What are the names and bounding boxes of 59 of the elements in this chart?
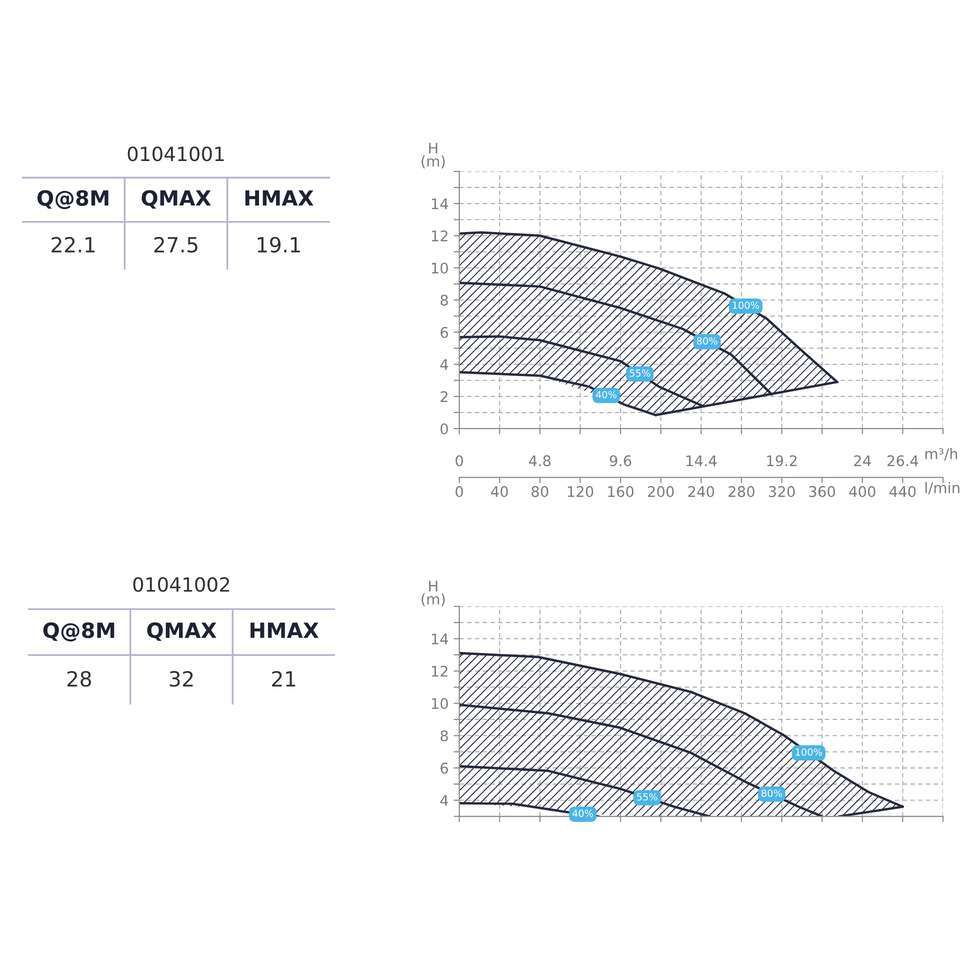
data-label: 32: [170, 670, 193, 687]
y-axis-title: H (m): [422, 580, 445, 606]
y-tick-label: 8: [440, 294, 448, 306]
x-tick-label: 0: [456, 455, 463, 466]
y-axis-title: H (m): [422, 142, 445, 168]
category-label: Q@8M: [37, 190, 108, 210]
x2-tick-label: 400: [849, 486, 876, 498]
data-label: 22.1: [52, 236, 95, 252]
series-label: 40%: [572, 810, 594, 818]
x2-tick-label: 120: [568, 486, 594, 498]
x-tick-label: 24: [854, 455, 871, 466]
series-label: 40%: [596, 390, 617, 398]
x2-tick-label: 0: [456, 486, 463, 498]
x-axis-title: m³/h: [925, 448, 958, 460]
x2-tick-label: 80: [532, 486, 548, 498]
x2-tick-label: 280: [728, 486, 754, 498]
y-tick-label: 14: [432, 198, 448, 210]
y-tick-label: 0: [440, 423, 448, 434]
x-tick-label: 4.8: [529, 455, 551, 466]
x2-tick-label: 240: [688, 486, 714, 498]
series-label: 100%: [732, 302, 760, 309]
x2-tick-label: 40: [491, 486, 508, 498]
series-label: 55%: [630, 369, 650, 377]
y-tick-label: 6: [440, 326, 448, 338]
x-tick-label: 14.4: [686, 455, 717, 466]
x2-axis-title: l/min: [926, 482, 960, 494]
text: 01041002: [133, 577, 230, 592]
x2-tick-label: 320: [768, 486, 795, 498]
y-tick-label: 2: [440, 391, 448, 402]
x-tick-label: 19.2: [767, 455, 797, 466]
y-tick-label: 8: [440, 730, 448, 742]
category-label: QMAX: [147, 622, 216, 641]
data-label: 19.1: [258, 236, 300, 253]
y-tick-label: 12: [432, 666, 448, 677]
category-label: HMAX: [250, 622, 319, 638]
x2-tick-label: 440: [889, 486, 916, 498]
category-label: HMAX: [245, 190, 314, 206]
y-tick-label: 12: [432, 230, 448, 242]
y-tick-label: 4: [440, 795, 448, 806]
x2-tick-label: 200: [648, 486, 674, 498]
series-label: 55%: [637, 793, 658, 801]
data-label: 28: [67, 670, 91, 687]
x2-tick-label: 160: [608, 486, 634, 498]
category-label: QMAX: [142, 190, 211, 209]
x-tick-label: 9.6: [610, 455, 632, 466]
y-tick-label: 10: [432, 698, 448, 710]
y-tick-label: 14: [432, 634, 448, 644]
y-tick-label: 6: [440, 762, 448, 774]
y-tick-label: 10: [432, 262, 448, 274]
series-label: 80%: [762, 790, 782, 797]
category-label: Q@8M: [43, 622, 114, 642]
series-label: 100%: [796, 748, 822, 756]
series-label: 80%: [696, 337, 718, 345]
y-tick-label: 4: [440, 359, 448, 370]
data-label: 21: [272, 670, 296, 686]
text: 01041001: [128, 146, 224, 162]
x2-tick-label: 360: [809, 486, 836, 498]
x-tick-label: 26.4: [888, 455, 918, 466]
data-label: 27.5: [154, 236, 198, 253]
